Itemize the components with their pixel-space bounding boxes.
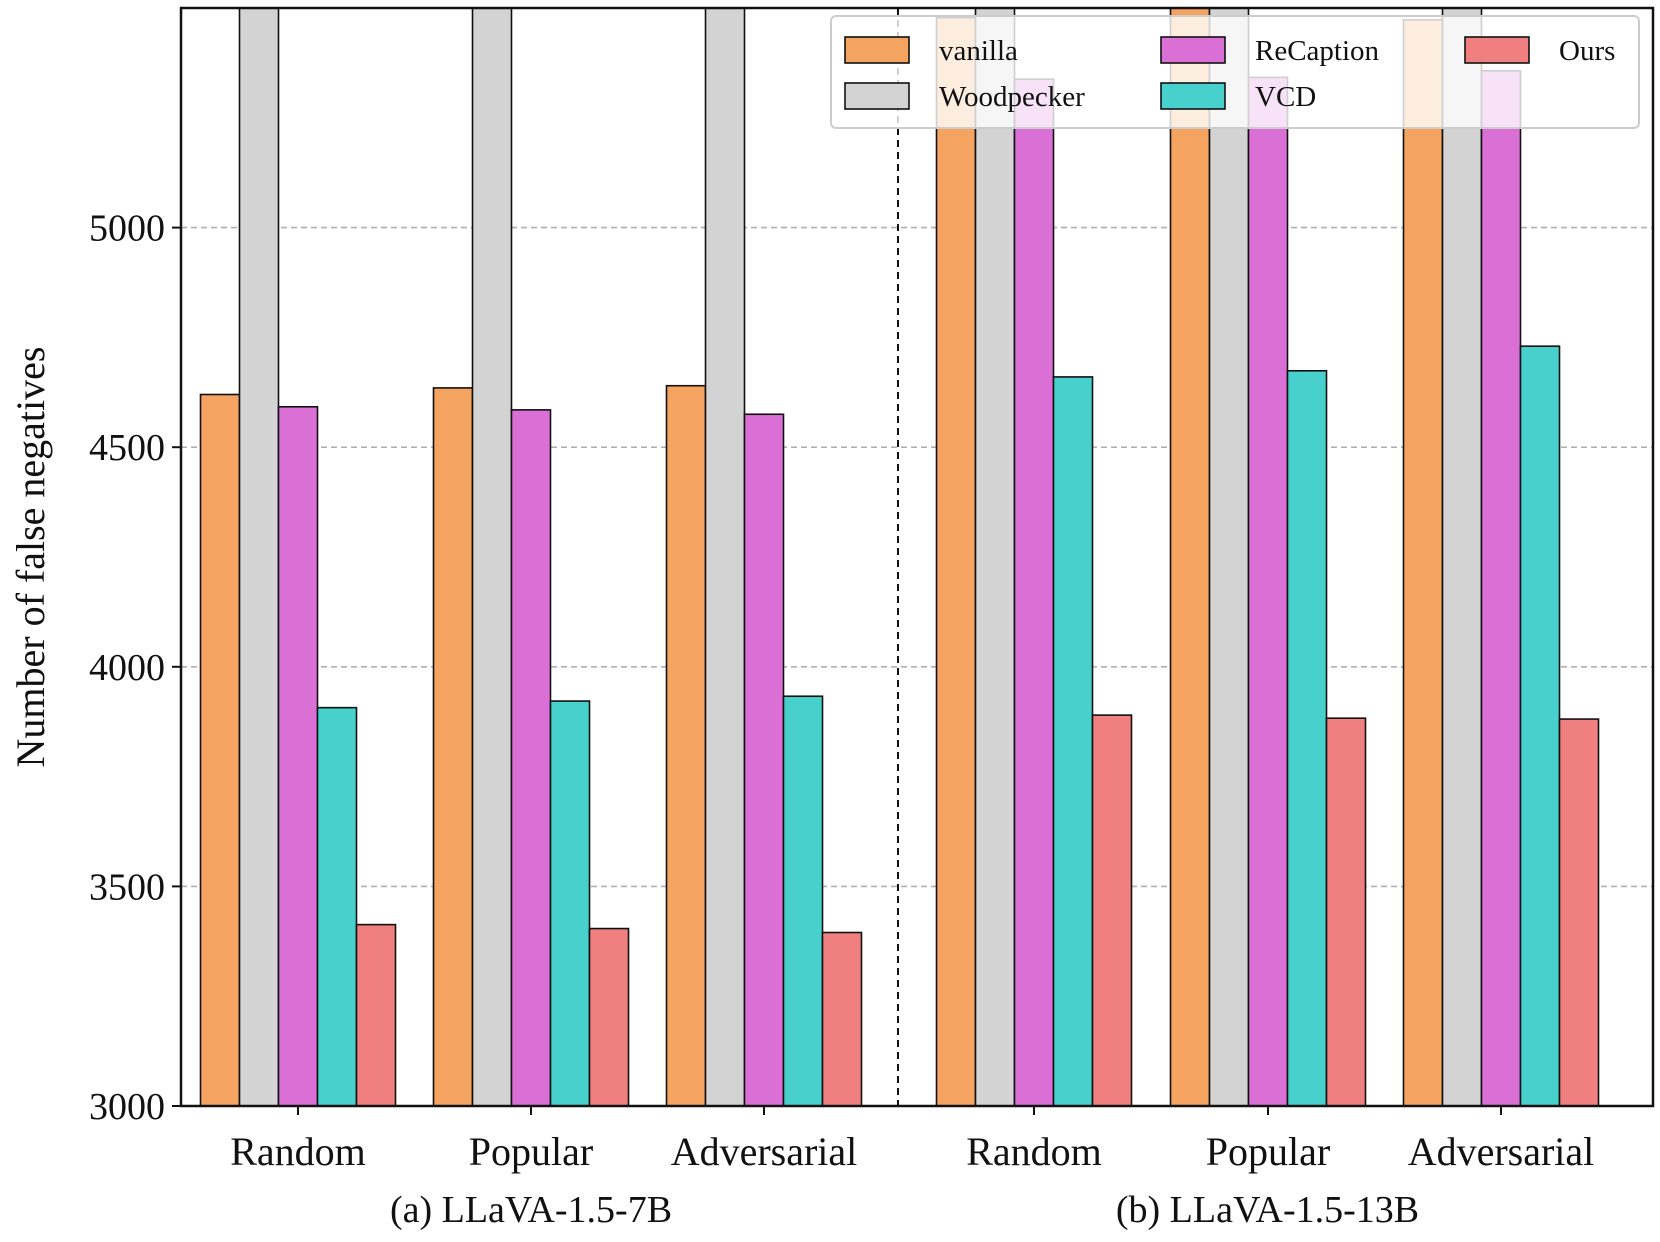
bar-woodpecker-random [238, 7, 280, 1107]
plot-frame [179, 6, 1655, 1108]
y-axis-ticks: 3000 3500 4000 4500 5000 [89, 208, 181, 1128]
bar-recaption-popular [510, 409, 552, 1107]
x-tick-label: Random [966, 1129, 1102, 1174]
bar-vanilla-popular [1169, 7, 1211, 1107]
bar-vanilla-adversarial [665, 384, 707, 1107]
y-tick-label: 4000 [89, 647, 165, 689]
bar-ours-popular [1325, 717, 1367, 1107]
legend-box [830, 15, 1640, 129]
bar-ours-random [355, 923, 397, 1107]
legend-label: VCD [1255, 81, 1316, 113]
x-tick-label: Adversarial [1408, 1129, 1595, 1174]
bar-ours-adversarial [821, 931, 863, 1107]
legend-label: Woodpecker [939, 81, 1085, 113]
bar-woodpecker-adversarial [1441, 7, 1483, 1107]
bar-recaption-random [1013, 78, 1055, 1107]
x-tick-label: Adversarial [671, 1129, 858, 1174]
bar-ours-random [1091, 714, 1133, 1107]
bar-recaption-adversarial [1480, 70, 1522, 1107]
group-label: (a) LLaVA-1.5-7B [390, 1189, 672, 1231]
legend-swatch [844, 36, 910, 64]
bar-vcd-random [1052, 376, 1094, 1107]
bar-woodpecker-popular [1208, 7, 1250, 1107]
grid-lines [181, 226, 1653, 888]
legend: vanilla Woodpecker ReCaption VCD Ours [830, 15, 1640, 129]
bar-woodpecker-popular [471, 7, 513, 1107]
legend-label: Ours [1559, 35, 1615, 67]
legend-swatch [1464, 36, 1530, 64]
x-tick-label: Popular [469, 1129, 593, 1174]
bar-vcd-adversarial [782, 695, 824, 1107]
bar-vcd-popular [1286, 369, 1328, 1107]
y-tick-label: 3500 [89, 866, 165, 908]
bar-ours-popular [588, 927, 630, 1107]
legend-swatch [1160, 36, 1226, 64]
bar-recaption-popular [1247, 76, 1289, 1107]
bar-vcd-random [316, 706, 358, 1107]
bar-ours-adversarial [1558, 718, 1600, 1107]
y-axis-label: Number of false negatives [8, 347, 53, 768]
bar-vanilla-adversarial [1402, 19, 1444, 1107]
bar-woodpecker-random [974, 7, 1016, 1107]
bar-woodpecker-adversarial [704, 7, 746, 1107]
bar-vanilla-popular [432, 387, 474, 1107]
x-tick-label: Random [230, 1129, 366, 1174]
y-tick-label: 4500 [89, 427, 165, 469]
bar-vanilla-random [935, 16, 977, 1107]
x-tick-label: Popular [1206, 1129, 1330, 1174]
bar-recaption-random [277, 405, 319, 1107]
bars [199, 7, 1600, 1107]
y-tick-label: 5000 [89, 208, 165, 250]
bar-vcd-popular [549, 700, 591, 1107]
legend-swatch [844, 82, 910, 110]
y-tick-label: 3000 [89, 1086, 165, 1128]
legend-label: ReCaption [1255, 35, 1380, 67]
bar-recaption-adversarial [743, 413, 785, 1107]
bar-vcd-adversarial [1519, 345, 1561, 1107]
x-axis-ticks: Random Popular Adversarial (a) LLaVA-1.5-7B… [230, 1106, 1594, 1231]
bar-vanilla-random [199, 393, 241, 1107]
legend-swatch [1160, 82, 1226, 110]
group-label: (b) LLaVA-1.5-13B [1116, 1189, 1419, 1231]
legend-label: vanilla [939, 35, 1018, 67]
